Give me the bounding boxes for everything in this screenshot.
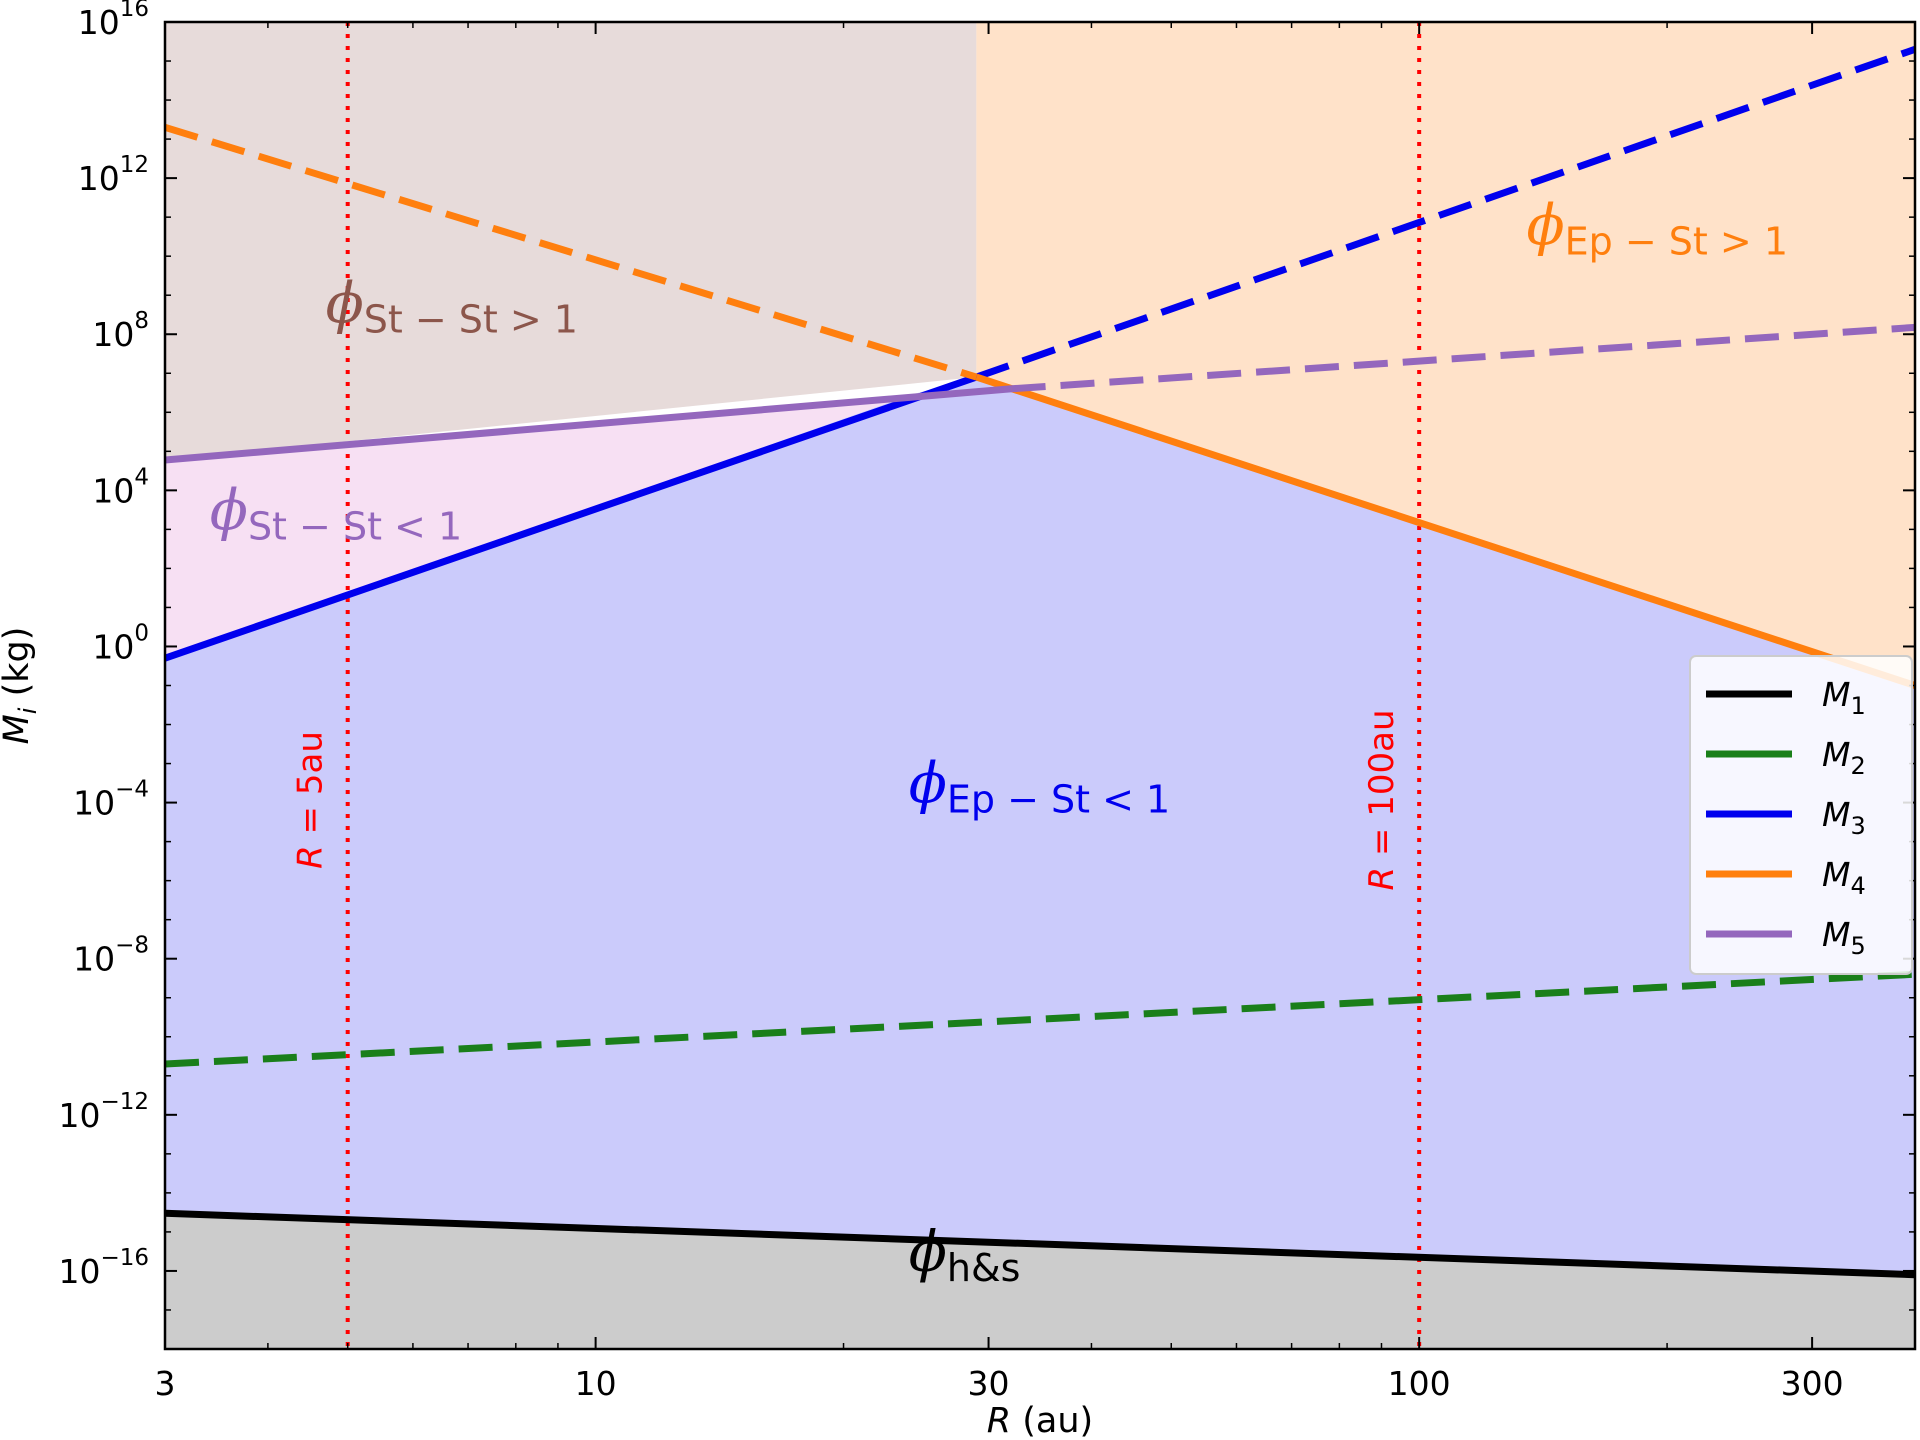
region-fills	[165, 22, 1915, 1349]
axis-ticks: 3 10 30 100 300 1016 1012 108 104 100 10−4 10−8 10−1…	[58, 0, 1915, 1403]
x-tick-label: 3	[155, 1364, 176, 1403]
y-tick-label: 104	[92, 464, 149, 510]
y-tick-label: 10−16	[58, 1245, 149, 1291]
x-tick-label: 300	[1781, 1364, 1844, 1403]
y-tick-label: 100	[92, 620, 149, 666]
x-axis-label: R (au)	[987, 1401, 1093, 1440]
region-st-st-gt	[165, 22, 977, 460]
series-m1-segment-0	[165, 1209, 1915, 1279]
annotation-ep-st-lt: ϕEp − St < 1	[909, 752, 1171, 822]
region-annotations: ϕSt − St > 1 ϕSt − St < 1 ϕEp − St > 1 ϕEp …	[210, 193, 1788, 1290]
series-lines	[165, 45, 1915, 1279]
legend-label-m3: M3	[1822, 795, 1866, 840]
axis-labels: R (au) Mi (kg)	[0, 627, 1093, 1440]
vline-label-1: R = 100au	[1362, 709, 1402, 890]
series-m3-segment-0	[165, 373, 978, 662]
series-m4-segment-0	[165, 123, 978, 381]
y-tick-label: 1012	[78, 152, 149, 198]
series-m5-segment-0	[165, 385, 1012, 464]
y-axis-label: Mi (kg)	[0, 627, 42, 745]
region-hs	[165, 1213, 1915, 1349]
legend-label-m1: M1	[1822, 675, 1866, 720]
annotation-ep-st-gt: ϕEp − St > 1	[1527, 193, 1789, 263]
annotation-st-st-lt: ϕSt − St < 1	[210, 478, 462, 548]
x-tick-label: 30	[968, 1364, 1010, 1403]
annotation-hs: ϕh&s	[909, 1220, 1021, 1290]
y-tick-label: 108	[92, 308, 149, 354]
region-ep-st-lt	[165, 377, 1915, 1275]
legend-label-m2: M2	[1822, 735, 1866, 780]
legend-label-m4: M4	[1822, 855, 1866, 900]
region-ep-st-gt	[976, 22, 1915, 686]
y-tick-label: 10−8	[73, 933, 149, 979]
series-m3-segment-1	[975, 45, 1915, 381]
x-tick-label: 10	[575, 1364, 617, 1403]
x-tick-label: 100	[1388, 1364, 1451, 1403]
vertical-reference-lines: R = 5au R = 100au	[291, 22, 1422, 1349]
series-m4-segment-1	[975, 373, 1915, 689]
annotation-st-st-gt: ϕSt − St > 1	[326, 271, 578, 341]
legend-box	[1689, 655, 1913, 975]
y-tick-label: 10−4	[73, 777, 149, 823]
legend-label-m5: M5	[1822, 915, 1866, 960]
series-m5-segment-1	[1011, 323, 1915, 393]
y-tick-label: 1016	[78, 0, 149, 42]
legend: M1 M2 M3 M4 M5	[1689, 655, 1913, 975]
y-tick-label: 10−12	[58, 1089, 149, 1135]
vline-label-0: R = 5au	[291, 731, 331, 869]
